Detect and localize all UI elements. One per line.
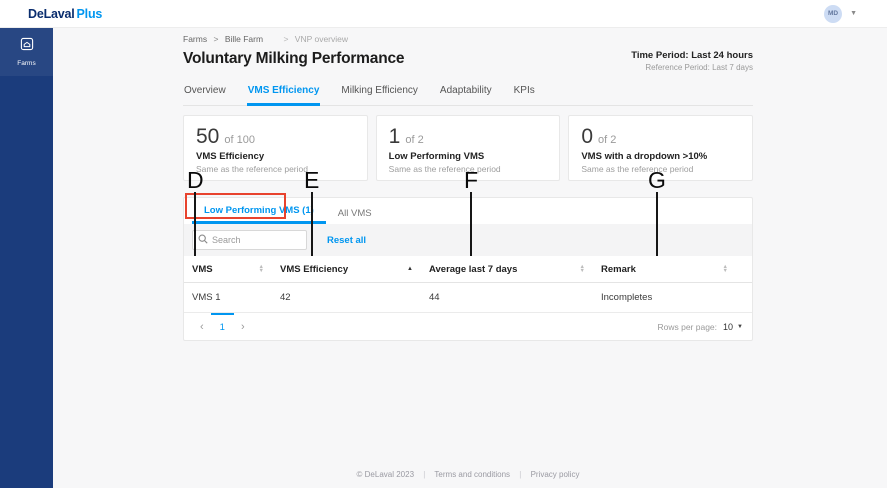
- time-period: Time Period: Last 24 hours: [631, 50, 753, 61]
- tab-overview[interactable]: Overview: [184, 85, 226, 96]
- annotation-line-d: [194, 192, 196, 256]
- tab-low-performing-vms[interactable]: Low Performing VMS (1): [192, 205, 326, 224]
- stat-card-low-performing-vms: 1 of 2 Low Performing VMS Same as the re…: [375, 115, 561, 181]
- column-header-average-last-7-days[interactable]: Average last 7 days ▲ ▼: [429, 263, 585, 275]
- breadcrumb-current: VNP overview: [294, 34, 349, 44]
- stat-value: 0: [581, 125, 594, 148]
- column-header-vms-efficiency[interactable]: VMS Efficiency ▲: [280, 263, 413, 275]
- search-icon: [198, 231, 208, 249]
- search-box[interactable]: [192, 230, 307, 250]
- time-period-info: Time Period: Last 24 hours Reference Per…: [631, 50, 753, 72]
- page-1-button[interactable]: 1: [210, 313, 234, 340]
- sort-asc-icon[interactable]: ▲: [407, 266, 413, 272]
- breadcrumb: Farms > Bille Farm > VNP overview: [183, 34, 753, 44]
- annotation-line-e: [311, 192, 313, 256]
- annotation-letter-f: F: [464, 167, 479, 193]
- stat-card-vms-efficiency: 50 of 100 VMS Efficiency Same as the ref…: [183, 115, 368, 181]
- breadcrumb-separator: >: [213, 34, 219, 44]
- sidebar-item-farms[interactable]: Farms: [0, 28, 53, 76]
- cell-remark: Incompletes: [601, 292, 653, 303]
- cell-average: 44: [429, 292, 440, 303]
- table-toolbar: Reset all: [184, 224, 752, 256]
- annotation-letter-d: D: [187, 167, 204, 193]
- logo-delaval-text: DeLaval: [28, 6, 75, 21]
- breadcrumb-farms[interactable]: Farms: [183, 34, 208, 44]
- sort-icon[interactable]: ▲ ▼: [722, 264, 728, 274]
- sort-icon[interactable]: ▲ ▼: [579, 264, 585, 274]
- column-header-vms[interactable]: VMS ▲ ▼: [192, 263, 264, 275]
- tab-vms-efficiency[interactable]: VMS Efficiency: [246, 85, 321, 106]
- cell-vms: VMS 1: [192, 292, 221, 303]
- previous-page-button[interactable]: ‹: [200, 320, 204, 333]
- sidebar-item-label: Farms: [17, 60, 36, 67]
- tab-kpis[interactable]: KPIs: [513, 85, 535, 96]
- rows-per-page-label: Rows per page:: [657, 321, 718, 332]
- breadcrumb-separator: >: [283, 34, 289, 44]
- next-page-button[interactable]: ›: [240, 320, 245, 333]
- annotation-letter-g: G: [648, 167, 666, 193]
- stat-subtext: Same as the reference period: [581, 164, 694, 174]
- stat-value: 50: [196, 125, 220, 148]
- search-input[interactable]: [212, 235, 301, 245]
- stat-of: of 100: [224, 134, 255, 146]
- terms-link[interactable]: Terms and conditions: [434, 470, 511, 479]
- page-tabs: Overview VMS Efficiency Milking Efficien…: [183, 85, 753, 106]
- reset-all-button[interactable]: Reset all: [327, 234, 367, 246]
- annotation-letter-e: E: [304, 167, 320, 193]
- user-menu[interactable]: MD ▼: [824, 4, 857, 23]
- table-row[interactable]: VMS 1 42 44 Incompletes: [184, 283, 752, 313]
- top-header: DeLaval Plus MD ▼: [0, 0, 887, 28]
- stat-card-vms-dropdown: 0 of 2 VMS with a dropdown >10% Same as …: [568, 115, 754, 181]
- stat-subtext: Same as the reference period: [196, 164, 308, 174]
- pagination: ‹ 1 › Rows per page: 10 ▼: [184, 313, 752, 340]
- stat-value: 1: [388, 125, 401, 148]
- tab-adaptability[interactable]: Adaptability: [439, 85, 492, 96]
- stat-subtext: Same as the reference period: [388, 164, 501, 174]
- annotation-highlight-box: [185, 193, 286, 219]
- chevron-down-icon: ▼: [737, 323, 743, 330]
- sidebar: Farms: [0, 28, 53, 488]
- table-tabs: Low Performing VMS (1) All VMS: [184, 198, 752, 224]
- annotation-line-f: [470, 192, 472, 256]
- breadcrumb-farm-name[interactable]: Bille Farm: [224, 34, 264, 44]
- stat-label: VMS with a dropdown >10%: [581, 151, 708, 162]
- chevron-down-icon[interactable]: ▼: [850, 10, 857, 17]
- farm-icon: [19, 36, 35, 57]
- stat-of: of 2: [598, 134, 617, 146]
- annotation-line-g: [656, 192, 658, 256]
- tab-all-vms[interactable]: All VMS: [337, 208, 372, 219]
- page-footer: © DeLaval 2023 | Terms and conditions | …: [356, 470, 580, 479]
- main-content: Farms > Bille Farm > VNP overview Volunt…: [53, 28, 887, 488]
- stat-cards: 50 of 100 VMS Efficiency Same as the ref…: [183, 115, 754, 181]
- reference-period: Reference Period: Last 7 days: [645, 63, 753, 72]
- privacy-link[interactable]: Privacy policy: [530, 470, 580, 479]
- copyright-text: © DeLaval 2023: [356, 470, 415, 479]
- tab-milking-efficiency[interactable]: Milking Efficiency: [341, 85, 418, 96]
- logo-plus-text: Plus: [76, 6, 103, 21]
- table-header-row: VMS ▲ ▼ VMS Efficiency ▲ Average last 7 d…: [184, 256, 752, 283]
- rows-per-page-select[interactable]: 10 ▼: [723, 321, 743, 332]
- page-title: Voluntary Milking Performance: [183, 50, 405, 67]
- column-header-remark[interactable]: Remark ▲ ▼: [601, 263, 728, 275]
- sort-icon[interactable]: ▲ ▼: [258, 264, 264, 274]
- stat-label: Low Performing VMS: [388, 151, 485, 162]
- delaval-plus-logo: DeLaval Plus: [28, 7, 102, 21]
- avatar[interactable]: MD: [824, 4, 843, 23]
- stat-of: of 2: [405, 134, 424, 146]
- cell-efficiency: 42: [280, 292, 291, 303]
- stat-label: VMS Efficiency: [196, 151, 265, 162]
